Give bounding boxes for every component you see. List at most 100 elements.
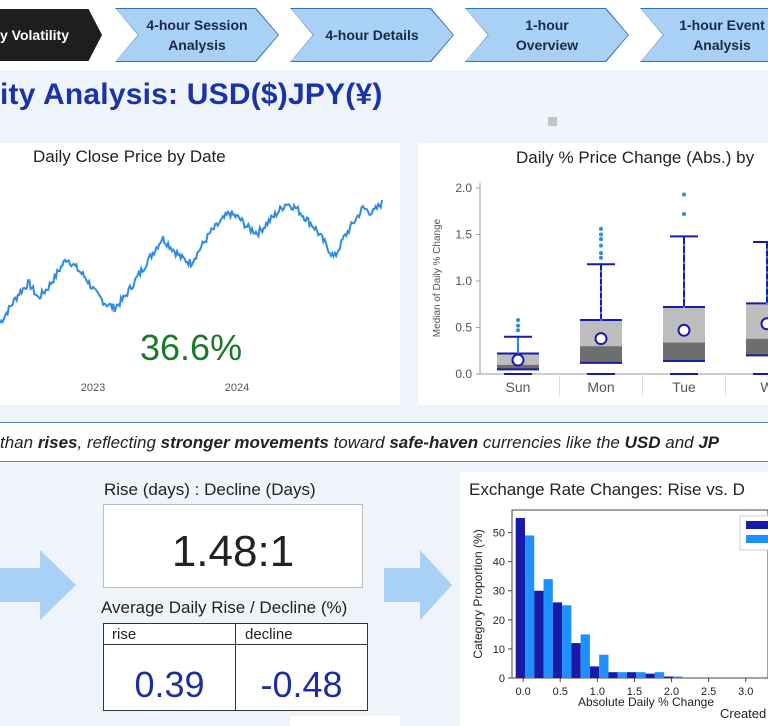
y-tick-label: 10 <box>493 644 505 656</box>
data-point <box>516 341 520 345</box>
x-tick-label: 0.0 <box>515 686 530 698</box>
data-point <box>765 263 768 267</box>
insight-text: and <box>660 433 699 452</box>
data-point <box>599 304 603 308</box>
data-point <box>599 311 603 315</box>
data-point <box>765 271 768 274</box>
data-point <box>682 288 686 291</box>
data-point <box>765 302 768 305</box>
box-lower <box>497 364 539 370</box>
data-point <box>599 277 603 280</box>
outlier-point <box>516 328 520 333</box>
mean-marker <box>677 323 691 337</box>
legend-swatch <box>746 535 768 543</box>
insight-text: toward <box>328 433 390 452</box>
insight-emphasis: JP <box>698 433 720 452</box>
x-tick-label: Tue <box>672 379 696 395</box>
data-point <box>682 252 686 256</box>
y-axis-label: Category Proportion (%) <box>471 529 485 658</box>
data-point <box>765 256 768 259</box>
mean-marker <box>760 317 768 331</box>
y-axis-label: Median of Daily % Change <box>432 218 443 337</box>
data-point <box>765 286 768 290</box>
price-series-line <box>0 199 383 325</box>
focus-mode-icon[interactable] <box>548 117 557 126</box>
box-upper <box>746 303 768 339</box>
decline-value: -0.48 <box>260 664 343 705</box>
nav-tab-label: Analysis <box>168 37 226 53</box>
insight-emphasis: safe-haven <box>389 433 479 452</box>
data-point <box>599 318 603 322</box>
outlier-point <box>516 318 520 323</box>
boxplot-title: Daily % Price Change (Abs.) by <box>516 148 755 167</box>
mean-marker <box>594 332 608 346</box>
nav-tab-daily-volatility[interactable]: y Volatility <box>0 9 102 61</box>
nav-tab-1h-event[interactable]: 1-hour Event Analysis <box>641 9 768 61</box>
insight-emphasis: USD <box>624 433 661 452</box>
rise-header: rise <box>112 626 137 643</box>
data-point <box>682 243 686 247</box>
outlier-point <box>599 232 603 237</box>
x-tick-label: 2.5 <box>701 686 716 698</box>
box-lower <box>746 338 768 356</box>
data-point <box>765 294 768 297</box>
ratio-label: Rise (days) : Decline (Days) <box>104 480 316 499</box>
nav-tab-label: Overview <box>515 37 579 53</box>
x-tick-label: 2.0 <box>664 686 679 698</box>
nav-tab-label: Analysis <box>693 37 751 53</box>
avg-table: rise decline 0.39 -0.48 <box>103 623 368 711</box>
rise-value: 0.39 <box>134 664 205 705</box>
y-tick-label: 30 <box>493 586 505 598</box>
y-tick-label: 50 <box>493 528 505 540</box>
line-chart-title: Daily Close Price by Date <box>33 147 226 166</box>
y-tick-label: 0 <box>499 673 505 685</box>
mean-marker <box>511 353 525 367</box>
histogram-title: Exchange Rate Changes: Rise vs. D <box>469 480 745 499</box>
weekday-boxplot-card: Daily % Price Change (Abs.) by 2.0 1.5 1.0… <box>418 143 768 405</box>
histogram-bar <box>580 634 590 678</box>
insight-text: , reflecting <box>77 433 161 452</box>
outlier-point <box>682 212 686 217</box>
data-point <box>516 346 520 349</box>
nav-tab-4h-session[interactable]: 4-hour Session Analysis <box>116 9 278 61</box>
data-point <box>516 337 520 341</box>
bottom-card-edge <box>290 716 400 726</box>
ratio-card: 1.48:1 <box>103 504 363 588</box>
histogram-bar <box>617 672 628 678</box>
outlier-point <box>599 243 603 248</box>
nav-tab-1h-overview[interactable]: 1-hour Overview <box>466 9 628 61</box>
avg-label: Average Daily Rise / Decline (%) <box>101 598 348 617</box>
x-tick-label: 3.0 <box>738 686 753 698</box>
data-point <box>599 270 603 273</box>
box-lower <box>663 342 705 361</box>
rise-decline-histogram: 0 10 20 30 40 50 0.0 0.5 1.0 1.5 2.0 2.5 3.0 Categor… <box>471 509 768 709</box>
x-tick-label: Mon <box>587 379 614 395</box>
x-tick-label: 1.5 <box>627 686 642 698</box>
flow-arrow-icon <box>384 550 452 620</box>
outlier-point <box>599 237 603 242</box>
data-point <box>765 279 768 282</box>
y-tick-label: 0.0 <box>455 367 472 381</box>
histogram-bar <box>654 672 665 678</box>
data-point <box>682 297 686 300</box>
change-kpi: 36.6% <box>140 327 243 368</box>
data-point <box>682 279 686 282</box>
table-divider <box>235 624 236 710</box>
histogram-bar <box>673 676 683 678</box>
histogram-bar <box>589 666 600 678</box>
y-tick-label: 1.5 <box>455 228 472 242</box>
histogram-bar <box>524 535 535 678</box>
weekday-boxplot: 2.0 1.5 1.0 0.5 0.0 Sun Mon Tue W Median of Dail… <box>432 181 768 396</box>
x-tick-label: 2023 <box>81 382 105 394</box>
histogram-bar <box>664 676 674 678</box>
flow-arrow-icon <box>0 550 76 620</box>
data-point <box>682 305 686 309</box>
histogram-bar <box>562 605 572 678</box>
x-tick-label: 2024 <box>225 382 249 394</box>
insight-banner: than rises, reflecting stronger movement… <box>0 422 768 462</box>
histogram-bar <box>608 672 618 678</box>
histogram-card: Exchange Rate Changes: Rise vs. D 0 10 20 3… <box>460 472 768 726</box>
y-tick-label: 0.5 <box>455 321 472 335</box>
outlier-point <box>599 226 603 231</box>
nav-tab-4h-details[interactable]: 4-hour Details <box>291 9 453 61</box>
